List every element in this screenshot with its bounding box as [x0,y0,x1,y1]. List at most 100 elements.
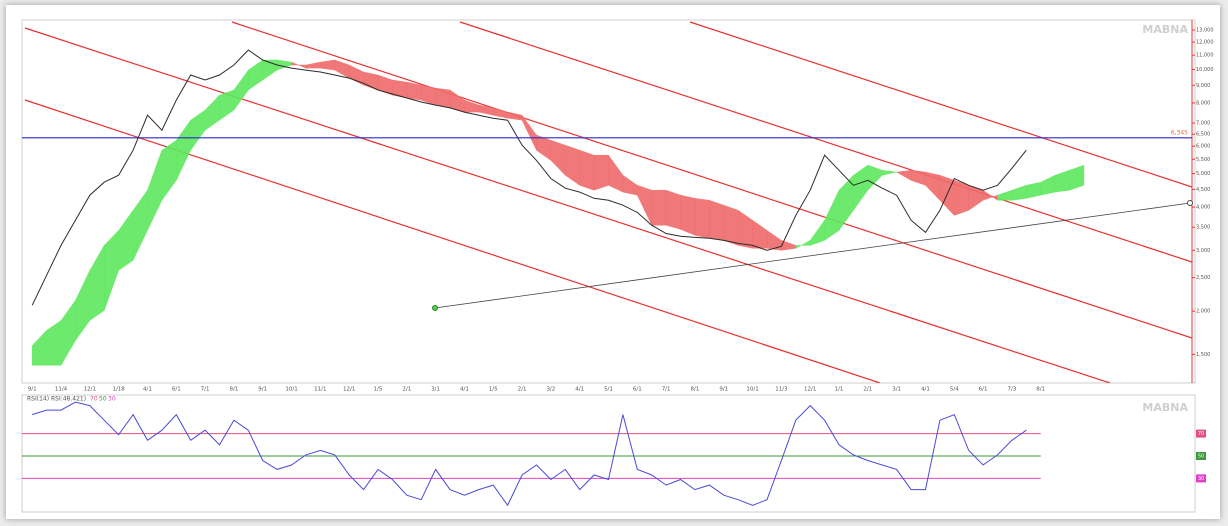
x-tick-label: 12/1 [84,387,96,393]
channel-lines [24,21,1192,383]
y-tick-label: 1,500 [1196,352,1210,358]
rsi-level-label: 30 [1198,476,1204,482]
x-tick-label: 1/5 [489,387,498,393]
y-tick-label: 3,500 [1196,225,1210,231]
cloud-segment [89,244,105,321]
x-tick-label: 1/18 [112,387,125,393]
main-panel [21,19,1196,384]
cloud-segment [507,111,523,121]
cloud-segment [60,299,76,367]
cloud-segment [248,59,263,91]
x-tick-label: 3/1 [431,387,440,393]
rsi-level-box [1196,452,1206,460]
cloud-segment [176,119,191,181]
x-tick-label: 4/1 [460,387,469,393]
watermark: MABNA [1142,401,1188,414]
cloud-segment [824,190,840,241]
cloud-segment [665,189,681,230]
y-tick-label: 2,000 [1196,309,1210,315]
cloud-segment [867,164,883,191]
cloud-segment [161,139,177,202]
cloud-segment [895,170,912,181]
y-tick-label: 7,000 [1196,121,1210,127]
x-tick-label: 9/1 [258,387,267,393]
cloud-segment [694,198,710,239]
cloud-segment [118,209,134,271]
cloud-segment [853,164,869,212]
level-label: 6,345 [1171,129,1188,136]
cloud-segment [982,189,998,201]
cloud-segment [204,94,220,131]
channel-line [459,21,1192,263]
y-tick-label: 13,000 [1196,28,1214,34]
cloud-segment [579,149,595,191]
cloud-segment [910,170,926,186]
y-tick-label: 5,000 [1196,171,1210,177]
cloud-segment [233,69,249,111]
cloud-segment [291,61,307,69]
cloud-segment [1054,169,1070,193]
cloud-segment [723,204,739,246]
x-tick-label: 9/1 [28,387,37,393]
cloud-segment [925,171,941,201]
x-tick-label: 1/5 [374,387,383,393]
cloud-segment [593,154,609,191]
y-tick-label: 2,500 [1196,275,1210,281]
y-tick-label: 6,000 [1196,144,1210,150]
cloud-segment [536,134,552,161]
rsi-panel [21,394,1196,513]
x-tick-label: 6/1 [633,387,642,393]
cloud-segment [190,109,206,152]
cloud-segment [1040,174,1056,196]
channel-line [689,21,1192,188]
channel-line [231,21,1192,339]
cloud-segment [31,329,47,366]
x-tick-label: 4/1 [143,387,152,393]
trend-line [434,202,1191,309]
rsi-header-level: 70 [90,396,98,403]
x-tick-label: 8/1 [1036,387,1045,393]
cloud-segment [1026,181,1041,199]
cloud-segment [809,219,825,246]
cloud-segment [435,87,451,109]
rsi-header-level: 50 [99,396,107,403]
y-tick-label: 10,000 [1196,67,1214,73]
x-tick-label: 5/1 [604,387,613,393]
x-tick-label: 12/1 [804,387,816,393]
price-line [31,49,1027,306]
cloud-segment [492,107,508,119]
cloud-segment [550,139,566,176]
y-tick-label: 3,000 [1196,248,1210,254]
x-tick-label: 4/1 [575,387,584,393]
x-tick-label: 3/2 [546,387,555,393]
rsi-header: RSI(14) RSI:48.421) [27,396,86,403]
cloud-segment [1011,184,1027,201]
cloud-segment [478,104,494,116]
y-tick-label: 9,000 [1196,83,1210,89]
cloud-segment [219,89,235,121]
cloud-segment [464,99,480,113]
x-tick-label: 7/3 [1007,387,1016,393]
y-tick-label: 6,500 [1196,132,1210,138]
cloud-segment [954,179,969,216]
cloud-segment [320,59,336,71]
x-tick-label: 7/1 [662,387,671,393]
cloud-segment [608,154,624,193]
cloud-segment [565,144,580,186]
y-tick-label: 12,000 [1196,40,1214,46]
cloud-segment [363,71,379,91]
x-tick-label: 11/4 [55,387,68,393]
cloud-segment [75,270,91,342]
x-tick-label: 4/1 [921,387,930,393]
x-tick-label: 2/1 [402,387,411,393]
x-tick-label: 8/1 [229,387,238,393]
x-tick-label: 2/1 [518,387,527,393]
cloud-segment [881,170,897,176]
y-tick-label: 8,000 [1196,100,1210,106]
x-tick-label: 11/1 [314,387,326,393]
cloud-segment [737,209,753,249]
y-tick-label: 4,000 [1196,205,1210,211]
x-tick-label: 10/1 [746,387,758,393]
